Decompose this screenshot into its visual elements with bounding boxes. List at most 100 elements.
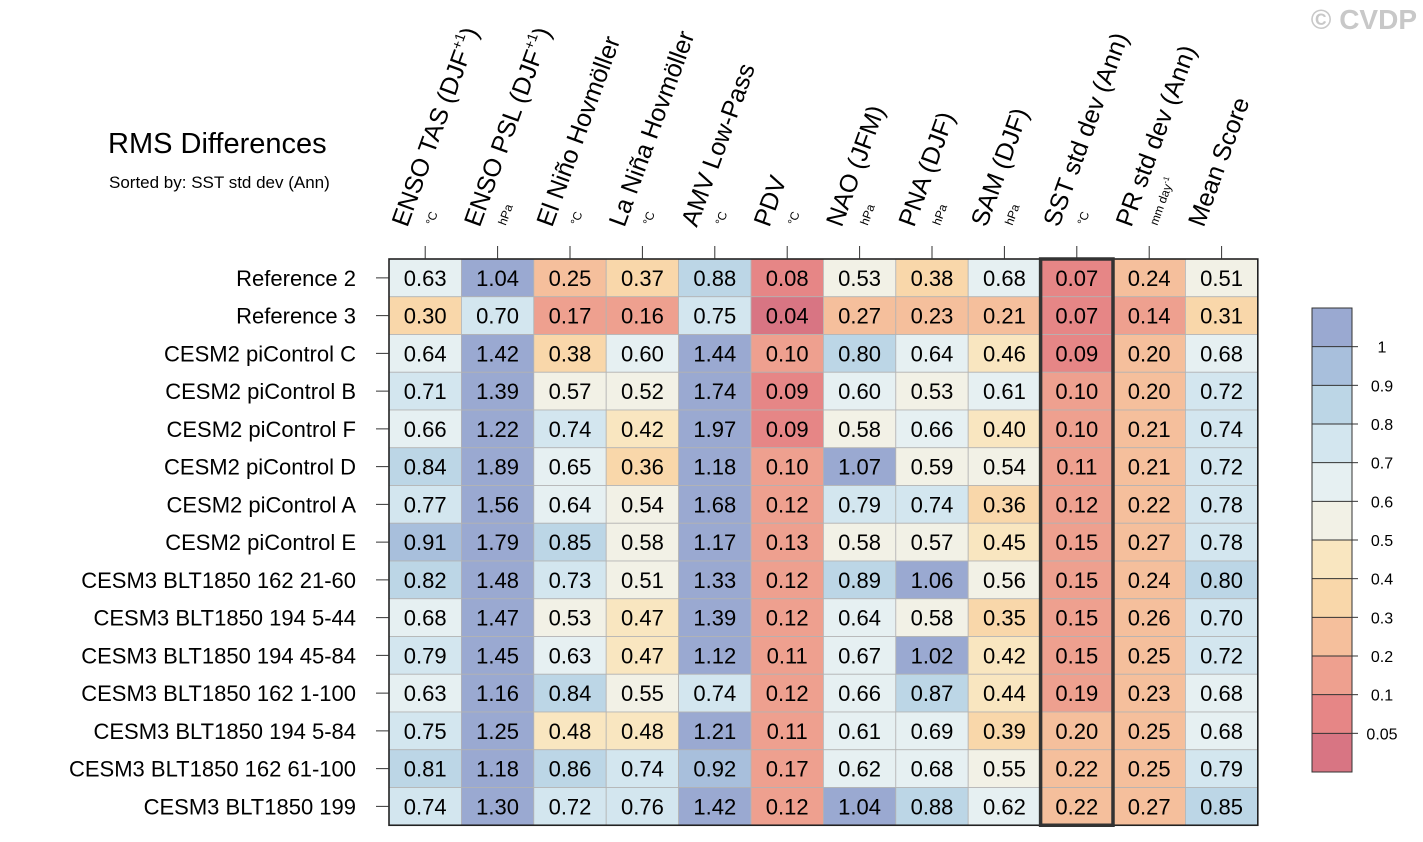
colorbar-label: 0.2	[1371, 649, 1393, 666]
cell-value: 0.16	[621, 304, 664, 329]
heatmap-cell	[460, 711, 535, 751]
cell-value: 1.68	[693, 492, 736, 517]
heatmap-cell	[605, 447, 680, 486]
cell-value: 1.44	[693, 341, 736, 366]
heatmap-cell	[750, 749, 824, 788]
heatmap-cell	[605, 749, 680, 788]
cell-value: 0.65	[549, 455, 592, 480]
cell-value: 1.04	[838, 794, 881, 819]
cell-value: 0.62	[838, 757, 881, 782]
cell-value: 0.25	[1128, 643, 1171, 668]
heatmap-cell	[1185, 636, 1259, 675]
cell-value: 0.38	[911, 266, 954, 291]
cell-value: 0.81	[404, 757, 447, 782]
cell-value: 1.97	[693, 417, 736, 442]
row-label: CESM3 BLT1850 162 1-100	[81, 681, 356, 706]
heatmap-cell	[1040, 560, 1114, 600]
cell-value: 0.27	[1128, 530, 1171, 555]
cell-value: 0.79	[838, 492, 881, 517]
cell-value: 1.30	[476, 794, 519, 819]
cell-value: 0.66	[838, 681, 881, 706]
heatmap-cell	[967, 485, 1042, 524]
heatmap-cell	[1040, 447, 1114, 486]
row-label: CESM2 piControl E	[165, 530, 356, 555]
cell-value: 0.79	[1200, 757, 1243, 782]
heatmap-cell	[1040, 787, 1114, 826]
cell-value: 1.18	[476, 757, 519, 782]
cell-value: 0.60	[838, 379, 881, 404]
cell-value: 0.78	[1200, 492, 1243, 517]
cell-value: 0.72	[1200, 643, 1243, 668]
cell-value: 0.85	[1200, 794, 1243, 819]
heatmap-cell	[750, 409, 824, 449]
heatmap-cell	[678, 296, 752, 335]
colorbar-label: 0.5	[1371, 533, 1393, 550]
cell-value: 0.64	[404, 341, 447, 366]
row-label: CESM2 piControl F	[166, 417, 356, 442]
heatmap-cell	[823, 673, 897, 713]
heatmap-cell	[750, 711, 824, 751]
cell-value: 0.74	[621, 757, 664, 782]
heatmap-cell	[605, 522, 680, 562]
cell-value: 0.38	[549, 341, 592, 366]
cell-value: 0.77	[404, 492, 447, 517]
cell-value: 0.68	[1200, 719, 1243, 744]
column-label: SAM (DJF)	[966, 104, 1035, 230]
cell-value: 0.17	[766, 757, 809, 782]
cell-value: 0.12	[1055, 492, 1098, 517]
heatmap-cell	[533, 636, 607, 675]
cell-value: 0.68	[404, 606, 447, 631]
column-unit: °C	[423, 209, 441, 227]
cell-value: 0.74	[1200, 417, 1243, 442]
cell-value: 0.45	[983, 530, 1026, 555]
heatmap-cell	[678, 447, 752, 486]
colorbar-swatch	[1312, 308, 1352, 347]
cell-value: 0.22	[1055, 794, 1098, 819]
column-label: NAO (JFM)	[821, 102, 891, 230]
cell-value: 0.10	[1055, 417, 1098, 442]
heatmap-cell	[460, 636, 535, 675]
cell-value: 0.80	[838, 341, 881, 366]
colorbar-label: 0.3	[1371, 610, 1393, 627]
cell-value: 0.15	[1055, 643, 1098, 668]
heatmap-cell	[605, 560, 680, 600]
cell-value: 0.14	[1128, 304, 1171, 329]
cell-value: 0.54	[621, 492, 664, 517]
cell-value: 0.57	[549, 379, 592, 404]
cell-value: 0.11	[767, 643, 808, 668]
colorbar-swatch	[1312, 346, 1352, 386]
colorbar-swatch	[1312, 385, 1352, 424]
cell-value: 0.24	[1128, 266, 1171, 291]
heatmap-cell	[388, 749, 462, 788]
heatmap-cell	[1112, 258, 1186, 298]
cell-value: 0.25	[1128, 719, 1171, 744]
cell-value: 1.42	[693, 794, 736, 819]
cell-value: 0.82	[404, 568, 447, 593]
cell-value: 0.62	[983, 794, 1026, 819]
cell-value: 0.58	[838, 417, 881, 442]
heatmap-cell	[895, 749, 969, 788]
cell-value: 0.87	[911, 681, 954, 706]
row-label: CESM3 BLT1850 162 61-100	[69, 757, 356, 782]
cell-value: 0.70	[476, 304, 519, 329]
column-unit: °C	[1074, 209, 1092, 227]
colorbar-swatch	[1312, 694, 1352, 734]
colorbar-label: 0.7	[1371, 456, 1393, 473]
heatmap-cell	[533, 371, 607, 411]
cell-value: 1.22	[476, 417, 519, 442]
cell-value: 0.84	[404, 455, 447, 480]
heatmap-cell	[823, 636, 897, 675]
cell-value: 0.63	[404, 681, 447, 706]
cell-value: 0.74	[404, 794, 447, 819]
cell-value: 1.45	[476, 643, 519, 668]
cell-value: 0.25	[549, 266, 592, 291]
cell-value: 0.51	[621, 568, 664, 593]
cell-value: 0.15	[1055, 606, 1098, 631]
cell-value: 0.89	[838, 568, 881, 593]
cell-value: 0.86	[549, 757, 592, 782]
row-label: CESM2 piControl C	[164, 341, 356, 366]
cell-value: 0.35	[983, 606, 1026, 631]
colorbar-swatch	[1312, 733, 1352, 772]
colorbar-label: 0.05	[1366, 726, 1397, 743]
